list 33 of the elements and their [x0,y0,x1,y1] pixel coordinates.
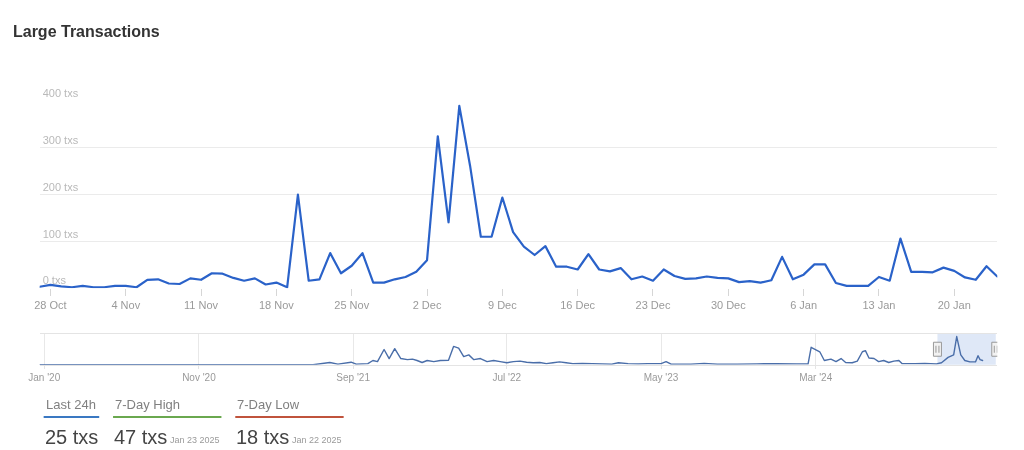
x-tick-label: 20 Jan [937,299,971,312]
y-tick-label: 400 txs [42,87,79,100]
text: 25 txs [45,426,99,448]
x-tick-label: Mar '24 [799,371,833,383]
text: Jan 23 2025 [170,435,220,445]
text: 18 txs [236,426,290,448]
x-tick-label: 13 Jan [862,299,896,312]
x-tick-label: 2 Dec [412,299,442,312]
y-tick-label: 100 txs [42,227,79,240]
y-tick-label: 200 txs [42,180,79,193]
x-tick-label: Nov '20 [182,371,217,383]
chart-title: Large Transactions [12,23,160,41]
y-tick-label: 300 txs [42,134,79,147]
category-label: 7-Day Low [237,397,300,412]
x-tick-label: 28 Oct [34,299,67,312]
category-label: 7-Day High [115,397,181,412]
x-tick-label: May '23 [643,371,679,383]
x-tick-label: Jan '20 [28,371,61,383]
x-tick-label: 18 Nov [258,299,295,312]
x-tick-label: 9 Dec [487,299,518,312]
text: 47 txs [114,426,168,448]
x-tick-label: 4 Nov [111,299,141,312]
x-tick-label: 25 Nov [334,299,370,312]
x-tick-label: 6 Jan [790,299,818,312]
x-tick-label: Sep '21 [336,371,371,383]
x-tick-label: 30 Dec [710,299,747,312]
x-tick-label: 16 Dec [560,299,596,312]
x-tick-label: Jul '22 [492,371,522,383]
x-tick-label: 23 Dec [635,299,671,312]
y-tick-label: 0 txs [42,274,67,287]
x-tick-label: 11 Nov [184,299,219,312]
text: Jan 22 2025 [292,435,342,445]
category-label: Last 24h [46,397,96,412]
